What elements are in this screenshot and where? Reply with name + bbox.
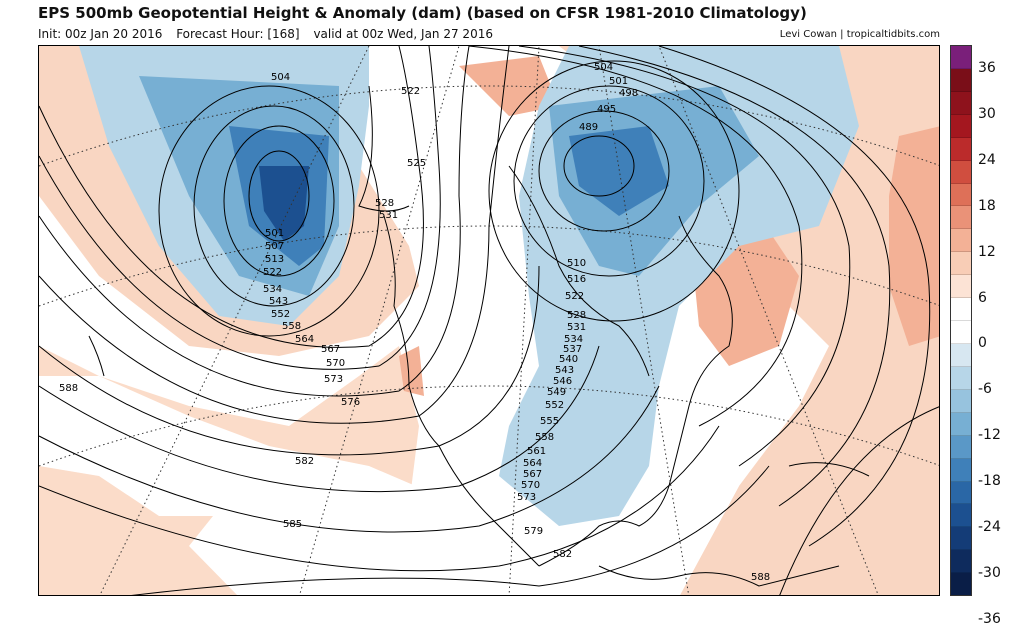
- anomaly-map: 504 504 501 498 495 489 522 525 528 531 …: [38, 45, 940, 596]
- forecast-hour: Forecast Hour: [168]: [176, 27, 300, 41]
- contour-label: 558: [282, 321, 301, 332]
- contour-label: 528: [375, 198, 394, 209]
- colorbar-swatch: [951, 114, 971, 138]
- colorbar: [950, 45, 972, 596]
- colorbar-label: -12: [978, 427, 1001, 444]
- contour-label: 543: [269, 296, 288, 307]
- contour-label: 567: [523, 469, 542, 480]
- contour-label: 498: [619, 88, 638, 99]
- colorbar-label: 24: [978, 151, 996, 168]
- colorbar-swatch: [951, 343, 971, 367]
- contour-label: 525: [407, 158, 426, 169]
- colorbar-swatch: [951, 504, 971, 528]
- colorbar-label: -36: [978, 610, 1001, 627]
- contour-label: 543: [555, 365, 574, 376]
- contour-label: 573: [324, 374, 343, 385]
- contour-label: 501: [609, 76, 628, 87]
- contour-label: 531: [379, 210, 398, 221]
- contour-label: 558: [535, 432, 554, 443]
- contour-label: 534: [263, 284, 282, 295]
- contour-label: 549: [547, 387, 566, 398]
- contour-label: 570: [521, 480, 540, 491]
- contour-label: 567: [321, 344, 340, 355]
- colorbar-swatch: [951, 252, 971, 276]
- colorbar-swatch: [951, 298, 971, 322]
- colorbar-swatch: [951, 137, 971, 161]
- contour-label: 546: [553, 376, 572, 387]
- colorbar-swatch: [951, 183, 971, 207]
- contour-label: 534: [564, 334, 583, 345]
- contour-label: 573: [517, 492, 536, 503]
- contour-label: 570: [326, 358, 345, 369]
- colorbar-swatch: [951, 573, 971, 596]
- colorbar-swatch: [951, 481, 971, 505]
- colorbar-swatch: [951, 366, 971, 390]
- contour-label: 561: [527, 446, 546, 457]
- contour-label: 522: [263, 267, 282, 278]
- colorbar-label: 0: [978, 335, 987, 352]
- contour-label: 582: [295, 456, 314, 467]
- contour-label: 582: [553, 549, 572, 560]
- colorbar-swatch: [951, 68, 971, 92]
- colorbar-swatch: [951, 275, 971, 299]
- contour-label: 555: [540, 416, 559, 427]
- chart-subtitle: Init: 00z Jan 20 2016 Forecast Hour: [16…: [38, 27, 503, 41]
- contour-label: 552: [545, 400, 564, 411]
- graticule: [39, 46, 939, 595]
- colorbar-swatch: [951, 46, 971, 69]
- colorbar-swatch: [951, 435, 971, 459]
- colorbar-labels: 36 30 24 18 12 6 0 -6 -12 -18 -24 -30 -36: [978, 45, 1022, 627]
- contour-label: 522: [401, 86, 420, 97]
- contour-label: 522: [565, 291, 584, 302]
- contour-label: 588: [59, 383, 78, 394]
- contour-label: 537: [563, 344, 582, 355]
- colorbar-swatch: [951, 91, 971, 115]
- contour-label: 564: [523, 458, 542, 469]
- init-time: Init: 00z Jan 20 2016: [38, 27, 163, 41]
- contour-label: 507: [265, 241, 284, 252]
- colorbar-label: -18: [978, 473, 1001, 490]
- contour-label: 579: [524, 526, 543, 537]
- contour-label: 531: [567, 322, 586, 333]
- contour-label: 489: [579, 122, 598, 133]
- contour-label: 585: [283, 519, 302, 530]
- colorbar-swatch: [951, 160, 971, 184]
- contour-label: 513: [265, 254, 284, 265]
- colorbar-label: 6: [978, 289, 987, 306]
- colorbar-label: 18: [978, 197, 996, 214]
- colorbar-swatch: [951, 229, 971, 253]
- colorbar-label: 30: [978, 105, 996, 122]
- contour-label: 564: [295, 334, 314, 345]
- map-canvas: 504 504 501 498 495 489 522 525 528 531 …: [39, 46, 939, 595]
- coastlines: [88, 85, 870, 587]
- colorbar-swatch: [951, 321, 971, 344]
- height-contours: [39, 46, 939, 595]
- colorbar-label: 12: [978, 243, 996, 260]
- valid-time: valid at 00z Wed, Jan 27 2016: [313, 27, 493, 41]
- contour-label: 552: [271, 309, 290, 320]
- contour-label: 588: [751, 572, 770, 583]
- credit-text: Levi Cowan | tropicaltidbits.com: [779, 29, 940, 40]
- colorbar-label: -24: [978, 519, 1001, 536]
- colorbar-label: -6: [978, 381, 992, 398]
- colorbar-swatch: [951, 389, 971, 413]
- colorbar-swatch: [951, 550, 971, 574]
- colorbar-swatch: [951, 527, 971, 551]
- colorbar-label: 36: [978, 59, 996, 76]
- colorbar-swatch: [951, 206, 971, 230]
- contour-label: 504: [271, 72, 290, 83]
- contour-labels: 504 504 501 498 495 489 522 525 528 531 …: [59, 62, 770, 583]
- contour-label: 504: [594, 62, 613, 73]
- contour-label: 540: [559, 354, 578, 365]
- contour-label: 528: [567, 310, 586, 321]
- contour-label: 576: [341, 397, 360, 408]
- chart-title: EPS 500mb Geopotential Height & Anomaly …: [38, 4, 807, 22]
- colorbar-swatch: [951, 412, 971, 436]
- contour-label: 510: [567, 258, 586, 269]
- colorbar-label: -30: [978, 565, 1001, 582]
- colorbar-swatch: [951, 458, 971, 482]
- contour-label: 516: [567, 274, 586, 285]
- contour-label: 495: [597, 104, 616, 115]
- contour-label: 501: [265, 228, 284, 239]
